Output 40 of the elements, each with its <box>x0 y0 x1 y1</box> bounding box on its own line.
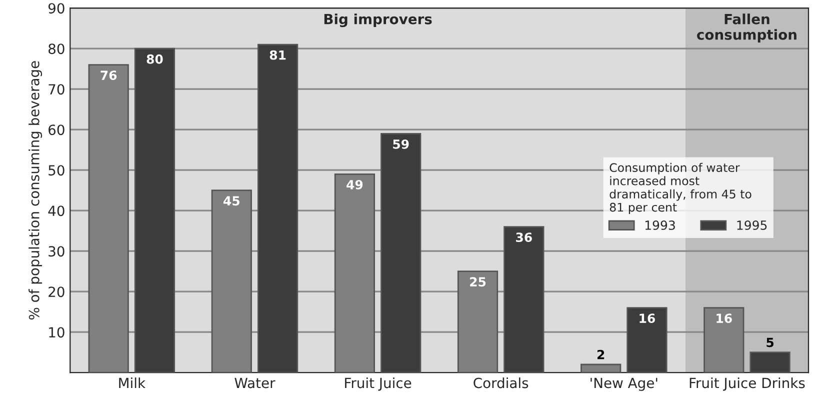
data-label: 5 <box>766 338 774 348</box>
y-tick-label: 20 <box>48 286 64 298</box>
y-tick-label: 30 <box>48 246 64 257</box>
data-label: 16 <box>640 314 656 324</box>
y-tick-label: 10 <box>49 327 64 338</box>
legend-title: Consumption of water increased most dramatically, from 45 to 81 per cent <box>610 162 752 214</box>
data-label: 81 <box>270 50 286 60</box>
data-label: 80 <box>146 54 163 64</box>
y-tick-label: 70 <box>48 84 64 95</box>
y-tick-label: 50 <box>48 165 64 176</box>
bar <box>134 48 176 373</box>
x-tick-label: Milk <box>119 377 146 388</box>
y-tick-label: 60 <box>48 124 64 136</box>
legend-label: 1995 <box>737 220 767 230</box>
bar <box>750 352 790 373</box>
bar <box>380 132 422 373</box>
data-label: 16 <box>716 314 732 324</box>
y-tick-label: 40 <box>48 206 64 216</box>
data-label: 76 <box>100 70 117 80</box>
legend-label: 1993 <box>645 220 675 230</box>
y-tick-label: 90 <box>48 3 64 14</box>
band-label: Fallen consumption <box>697 14 796 43</box>
x-tick-label: 'New Age' <box>590 378 658 391</box>
y-tick-label: 80 <box>48 44 64 54</box>
bar <box>580 364 622 373</box>
x-tick-label: Cordials <box>474 377 528 388</box>
x-tick-label: Water <box>234 378 276 388</box>
bar <box>504 226 544 373</box>
data-label: 59 <box>393 139 409 149</box>
data-label: 2 <box>597 350 604 360</box>
bar <box>626 307 668 373</box>
x-tick-label: Fruit Juice Drinks <box>690 377 805 391</box>
band-label: Big improvers <box>324 14 432 28</box>
x-tick-label: Fruit Juice <box>345 377 412 391</box>
data-label: 25 <box>470 277 486 287</box>
bar <box>257 44 298 373</box>
y-axis-title: % of population consuming beverage <box>28 61 42 320</box>
data-label: 49 <box>346 180 363 190</box>
data-label: 36 <box>516 232 532 242</box>
data-label: 45 <box>224 196 240 206</box>
